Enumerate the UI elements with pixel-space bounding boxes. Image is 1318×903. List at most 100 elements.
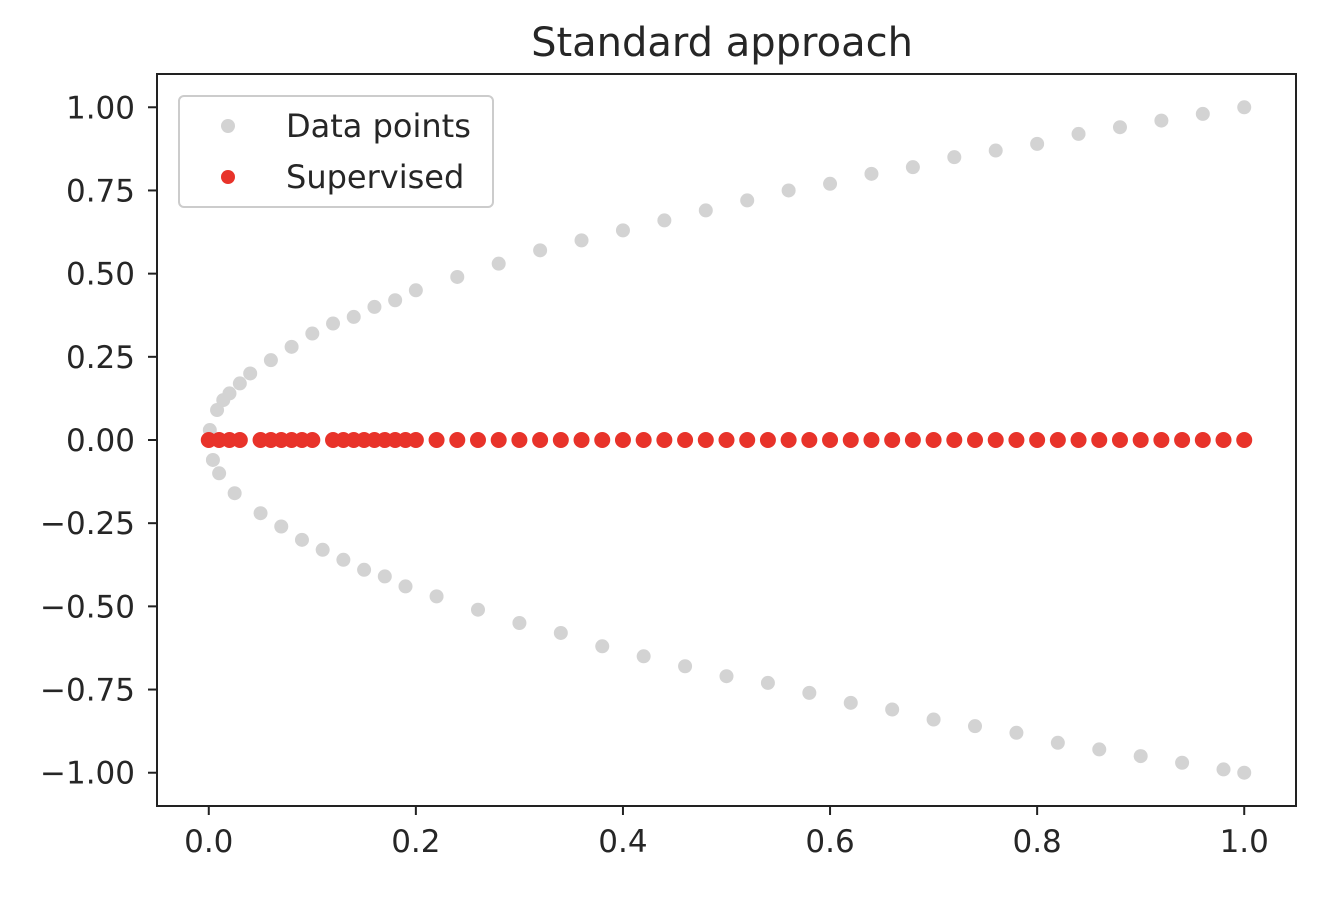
supervised-point	[552, 432, 569, 448]
y-tick-label: −0.75	[40, 673, 135, 709]
legend-box	[178, 95, 494, 208]
supervised-point	[904, 432, 921, 448]
data-point	[367, 299, 382, 314]
supervised-point	[1029, 432, 1046, 448]
y-tick-label: 0.00	[66, 423, 135, 459]
data-point	[253, 506, 268, 521]
data-point	[678, 659, 693, 674]
data-point	[263, 353, 278, 368]
supervised-point	[946, 432, 963, 448]
data-point	[243, 366, 258, 381]
data-point	[802, 685, 817, 700]
x-tick-label: 0.0	[184, 824, 233, 860]
data-point	[212, 466, 227, 481]
supervised-point	[1174, 432, 1191, 448]
legend-label: Supervised	[286, 158, 464, 196]
legend-marker	[221, 170, 235, 184]
y-tick-label: 0.75	[66, 173, 135, 209]
supervised-point	[718, 432, 735, 448]
data-point	[636, 649, 651, 664]
data-point	[305, 326, 320, 341]
supervised-point	[1153, 432, 1170, 448]
data-point	[553, 625, 568, 640]
supervised-point	[594, 432, 611, 448]
x-axis: 0.0 0.2 0.4 0.6 0.8 1.0	[184, 806, 1269, 860]
supervised-point	[231, 432, 248, 448]
data-point	[1050, 735, 1065, 750]
data-point	[1133, 749, 1148, 764]
data-point	[398, 579, 413, 594]
data-point	[760, 675, 775, 690]
supervised-point	[822, 432, 839, 448]
supervised-point	[677, 432, 694, 448]
supervised-point	[635, 432, 652, 448]
data-point	[615, 223, 630, 238]
series-layer	[200, 100, 1253, 780]
data-point	[491, 256, 506, 271]
data-point	[408, 283, 423, 298]
data-point	[222, 386, 237, 401]
supervised-point	[967, 432, 984, 448]
data-point	[274, 519, 289, 534]
data-point	[1195, 106, 1210, 121]
supervised-point	[407, 432, 424, 448]
chart-title: Standard approach	[531, 20, 913, 66]
supervised-point	[1132, 432, 1149, 448]
data-point	[1009, 725, 1024, 740]
supervised-point	[1194, 432, 1211, 448]
data-point	[781, 183, 796, 198]
data-point	[357, 562, 372, 577]
data-point	[294, 532, 309, 547]
data-point	[698, 203, 713, 218]
supervised-point	[1111, 432, 1128, 448]
y-axis: 1.00 0.75 0.50 0.25 0.00 −0.25 −0.50 −0.75 −1.00	[40, 90, 157, 792]
data-point	[1112, 120, 1127, 135]
supervised-point	[884, 432, 901, 448]
supervised-point	[987, 432, 1004, 448]
supervised-point	[1070, 432, 1087, 448]
data-point	[450, 269, 465, 284]
data-point	[1216, 762, 1231, 777]
data-point	[843, 695, 858, 710]
y-tick-label: 1.00	[66, 90, 135, 126]
supervised-point	[801, 432, 818, 448]
data-point	[470, 602, 485, 617]
supervised-point	[1049, 432, 1066, 448]
data-point	[595, 639, 610, 654]
supervised-point	[739, 432, 756, 448]
data-point	[1237, 765, 1252, 780]
data-point	[377, 569, 392, 584]
supervised-point	[428, 432, 445, 448]
data-point	[926, 712, 941, 727]
data-point	[823, 176, 838, 191]
data-point	[719, 669, 734, 684]
supervised-point	[304, 432, 321, 448]
supervised-point	[532, 432, 549, 448]
data-point	[205, 452, 220, 467]
data-point	[864, 166, 879, 181]
data-point	[574, 233, 589, 248]
data-point	[1030, 136, 1045, 151]
supervised-point	[1236, 432, 1253, 448]
supervised-point	[469, 432, 486, 448]
supervised-point	[490, 432, 507, 448]
data-point	[346, 309, 361, 324]
supervised-point	[573, 432, 590, 448]
legend: Data points Supervised	[178, 95, 494, 208]
supervised-point	[614, 432, 631, 448]
y-tick-label: −1.00	[40, 756, 135, 792]
y-tick-label: 0.50	[66, 257, 135, 293]
legend-label: Data points	[286, 107, 471, 145]
data-point	[1154, 113, 1169, 128]
data-point	[284, 339, 299, 354]
y-tick-label: −0.50	[40, 589, 135, 625]
supervised-point	[925, 432, 942, 448]
data-point	[1175, 755, 1190, 770]
x-tick-label: 1.0	[1220, 824, 1269, 860]
data-point	[905, 160, 920, 175]
supervised-point	[656, 432, 673, 448]
data-point	[336, 552, 351, 567]
data-point	[227, 486, 242, 501]
supervised-point	[863, 432, 880, 448]
